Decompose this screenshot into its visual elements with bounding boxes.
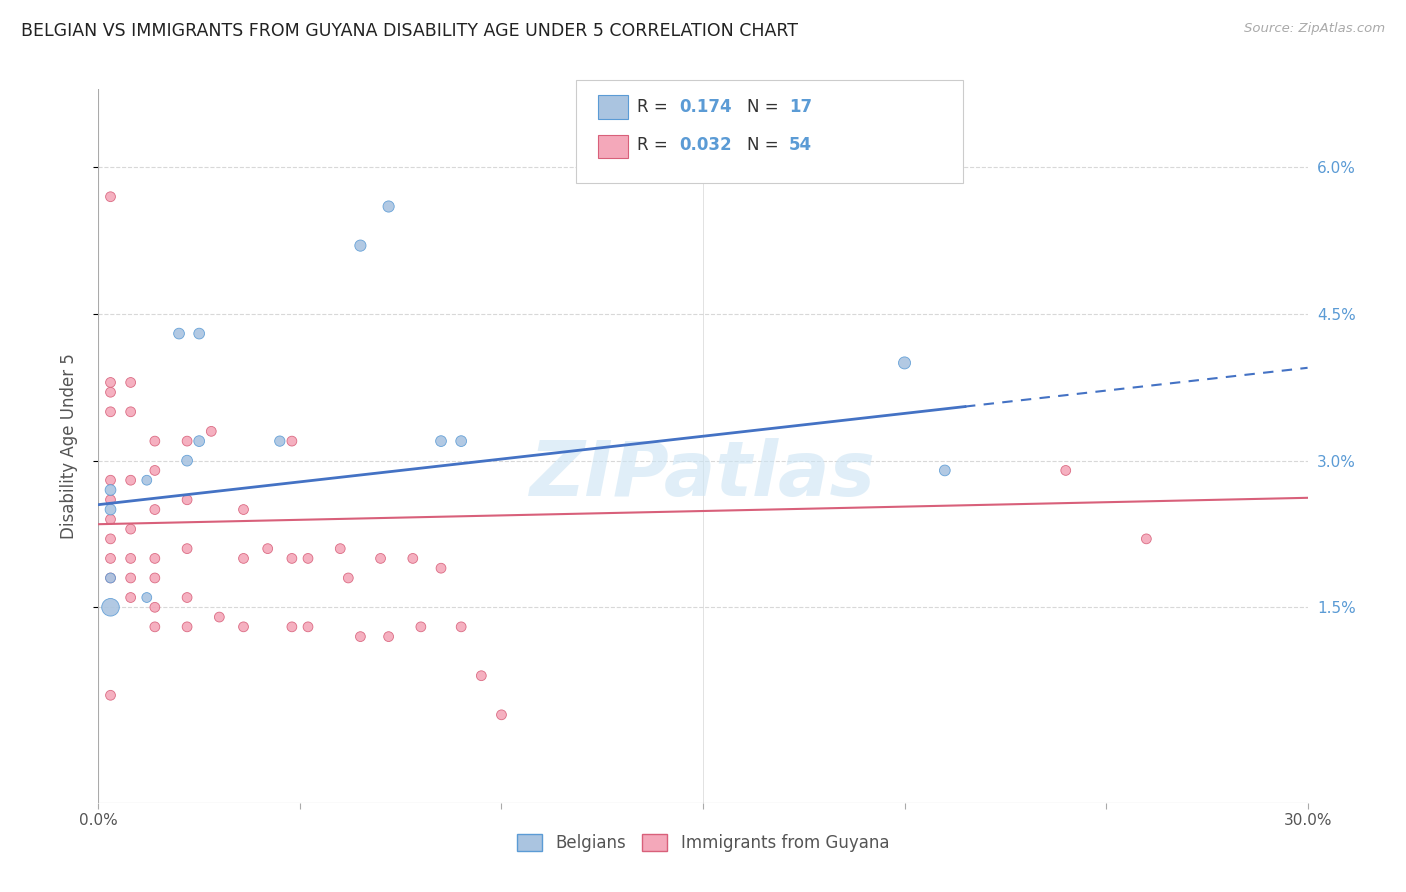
Point <box>430 561 453 575</box>
Point <box>167 326 190 341</box>
Point <box>176 541 198 556</box>
Point <box>143 571 166 585</box>
Point <box>135 473 157 487</box>
Point <box>200 425 222 439</box>
Point <box>297 620 319 634</box>
Point <box>176 620 198 634</box>
Point <box>120 571 142 585</box>
Text: 17: 17 <box>789 98 811 116</box>
Text: BELGIAN VS IMMIGRANTS FROM GUYANA DISABILITY AGE UNDER 5 CORRELATION CHART: BELGIAN VS IMMIGRANTS FROM GUYANA DISABI… <box>21 22 799 40</box>
Point <box>470 669 492 683</box>
Text: ZIPatlas: ZIPatlas <box>530 438 876 511</box>
Point <box>100 492 122 507</box>
Point <box>188 434 211 449</box>
Point <box>893 356 915 370</box>
Point <box>256 541 278 556</box>
Point <box>120 473 142 487</box>
Point <box>450 434 472 449</box>
Point <box>232 551 254 566</box>
Point <box>120 551 142 566</box>
Point <box>491 707 513 722</box>
Point <box>281 434 304 449</box>
Point <box>143 600 166 615</box>
Point <box>281 620 304 634</box>
Point <box>188 326 211 341</box>
Point <box>100 473 122 487</box>
Point <box>100 502 122 516</box>
Point <box>120 376 142 390</box>
Point <box>329 541 352 556</box>
Text: N =: N = <box>747 136 783 154</box>
Point <box>232 502 254 516</box>
Point <box>120 405 142 419</box>
Point <box>143 551 166 566</box>
Text: N =: N = <box>747 98 783 116</box>
Point <box>100 405 122 419</box>
Point <box>143 502 166 516</box>
Text: 0.174: 0.174 <box>679 98 731 116</box>
Point <box>377 200 399 214</box>
Point <box>143 620 166 634</box>
Point <box>402 551 425 566</box>
Point <box>143 463 166 477</box>
Point <box>377 630 399 644</box>
Point <box>430 434 453 449</box>
Point <box>349 630 371 644</box>
Point <box>297 551 319 566</box>
Text: R =: R = <box>637 136 673 154</box>
Point <box>100 688 122 702</box>
Point <box>100 551 122 566</box>
Point <box>100 483 122 497</box>
Point <box>934 463 956 477</box>
Point <box>176 434 198 449</box>
Point <box>232 620 254 634</box>
Point <box>100 532 122 546</box>
Y-axis label: Disability Age Under 5: Disability Age Under 5 <box>59 353 77 539</box>
Point <box>100 600 122 615</box>
Point <box>120 522 142 536</box>
Point <box>100 385 122 400</box>
Point <box>120 591 142 605</box>
Point <box>337 571 360 585</box>
Point <box>281 551 304 566</box>
Point <box>100 190 122 204</box>
Point <box>409 620 432 634</box>
Text: Source: ZipAtlas.com: Source: ZipAtlas.com <box>1244 22 1385 36</box>
Point <box>100 571 122 585</box>
Point <box>100 512 122 526</box>
Point <box>100 376 122 390</box>
Point <box>1135 532 1157 546</box>
Point <box>370 551 392 566</box>
Point <box>208 610 231 624</box>
Point <box>1054 463 1077 477</box>
Point <box>349 238 371 252</box>
Text: 54: 54 <box>789 136 811 154</box>
Text: R =: R = <box>637 98 673 116</box>
Point <box>176 591 198 605</box>
Legend: Belgians, Immigrants from Guyana: Belgians, Immigrants from Guyana <box>510 827 896 859</box>
Text: 0.032: 0.032 <box>679 136 731 154</box>
Point <box>100 571 122 585</box>
Point <box>176 453 198 467</box>
Point <box>176 492 198 507</box>
Point <box>135 591 157 605</box>
Point <box>450 620 472 634</box>
Point <box>143 434 166 449</box>
Point <box>269 434 291 449</box>
